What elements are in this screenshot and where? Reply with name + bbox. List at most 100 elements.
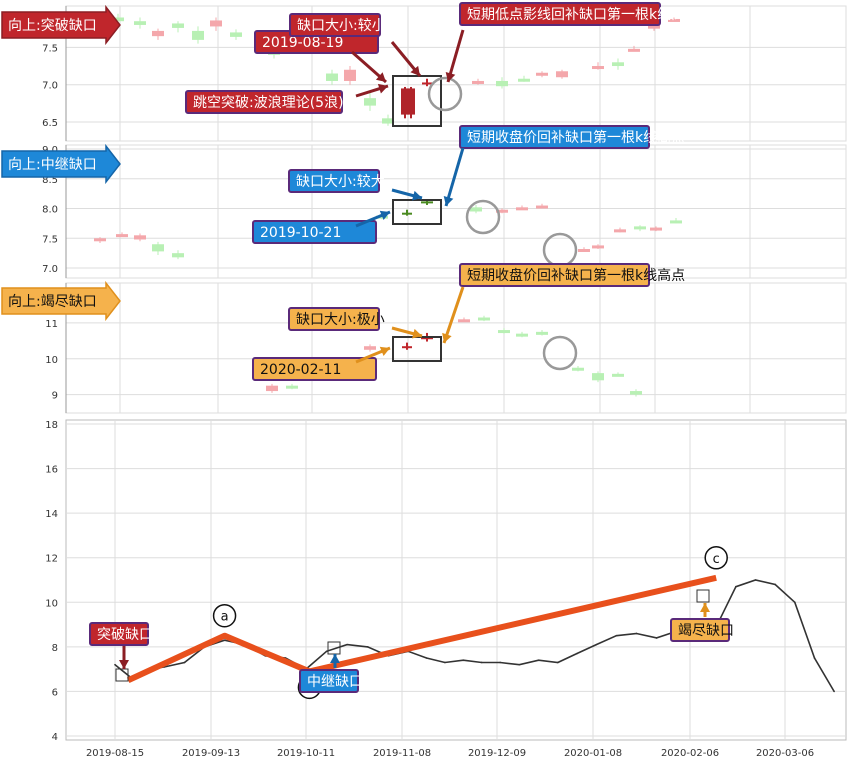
price-point [735, 585, 737, 588]
candle-body [670, 220, 682, 224]
callout-exhaustion-text: 竭尽缺口 [678, 623, 734, 639]
date-arrow-2-head [375, 72, 386, 82]
callout-exhaustion-arrow [700, 603, 710, 617]
candle-body [496, 80, 508, 87]
main-xtick-label: 2019-08-15 [86, 748, 144, 759]
key-candle-body [401, 88, 409, 115]
panel-ytick-label: 9 [52, 391, 58, 402]
fill-label-text: 短期低点影线回补缺口第一根k线高点 [467, 6, 699, 23]
fill-arrow [443, 147, 465, 207]
price-point [557, 661, 559, 664]
main-ytick-label: 18 [45, 420, 58, 431]
size-label: 缺口大小:较大 [288, 169, 385, 193]
candle-body [518, 78, 530, 82]
candle-body [650, 227, 662, 231]
candle-body [94, 238, 106, 242]
wave-marker-circle [212, 603, 237, 628]
fill-arrow-head [442, 332, 452, 343]
candle-body [592, 245, 604, 249]
size-label-text: 缺口大小:极小 [296, 312, 385, 328]
callout-runaway-arrow [330, 654, 340, 668]
panel-ytick-label: 7.5 [42, 234, 58, 245]
callout-runaway: 中继缺口 [299, 669, 363, 693]
price-point [223, 639, 226, 641]
date-label-text: 2020-02-11 [260, 362, 341, 378]
key-candle-body [421, 201, 433, 204]
panel-tag-arrow-text: 向上:竭尽缺口 [8, 294, 97, 310]
fill-label: 短期低点影线回补缺口第一根k线高点 [459, 2, 699, 26]
fill-label-bg [459, 263, 650, 287]
candle-body [266, 385, 278, 392]
candle-body [286, 385, 298, 389]
panel-bg [0, 283, 853, 413]
price-point [615, 634, 618, 637]
size-label: 缺口大小:较小 [289, 13, 386, 37]
price-point [537, 659, 540, 662]
price-point [462, 659, 465, 662]
price-point [576, 652, 578, 655]
candle-body [628, 48, 640, 52]
panel-ytick-label: 10 [45, 355, 58, 366]
date-label-text: 2019-08-19 [262, 35, 343, 51]
fill-label-bg [459, 125, 650, 149]
price-point [480, 661, 483, 664]
panel-ytick-label: 7.0 [42, 264, 58, 275]
candle-body [612, 373, 624, 377]
candle-body [498, 330, 510, 334]
main-xtick-label: 2020-03-06 [756, 748, 814, 759]
candle-body [192, 30, 204, 40]
main-xtick-label: 2019-12-09 [468, 748, 526, 759]
price-point [655, 637, 658, 639]
fill-label-text: 短期收盘价回补缺口第一根k线高点 [467, 267, 685, 284]
candle-body [458, 319, 470, 323]
panel-ytick-label: 6.5 [42, 118, 58, 129]
candle-body [592, 66, 604, 70]
main-xtick-label: 2019-11-08 [373, 748, 431, 759]
main-price-chart: 4 6 8 10 12 14 16 18 2019-08-15 2019-09-13 2019-10… [45, 419, 847, 759]
callout-breakaway-bg [89, 622, 149, 646]
callout-breakaway-arrow-head [119, 660, 129, 669]
callout-exhaustion-arrow-head [700, 603, 710, 612]
panel-tag-arrow-shape [1, 143, 121, 185]
gap-box [392, 199, 442, 225]
date-label: 2020-02-11 [252, 357, 377, 381]
panel-ytick-label: 11 [45, 319, 58, 330]
date-arrow [355, 83, 389, 98]
panel-tag-arrow-shape [1, 4, 121, 46]
candle-body [614, 229, 626, 233]
fill-label: 短期收盘价回补缺口第一根k线高点 [459, 263, 685, 287]
panel-bg [0, 145, 853, 278]
candle-body [536, 331, 548, 335]
panel-ytick-label: 8.0 [42, 205, 58, 216]
fill-label-bg [459, 2, 661, 26]
key-candle-body [422, 82, 432, 85]
candle-body [152, 30, 164, 37]
fill-arrow-head [443, 195, 454, 206]
candle-body [152, 244, 164, 252]
panel-tag-arrow-shape [1, 280, 121, 322]
price-point [114, 663, 116, 666]
candle-body [134, 21, 146, 25]
candle-body [172, 253, 184, 258]
candle-body [578, 249, 590, 252]
gap-marker-square [696, 589, 710, 603]
key-candle-body [407, 88, 415, 115]
candle-body [478, 317, 490, 321]
fill-arrow-head [445, 71, 456, 82]
wave-marker-c: c [704, 546, 728, 570]
date-label-bg [252, 220, 377, 244]
candle-body [382, 118, 394, 124]
main-xtick-label: 2019-09-13 [182, 748, 240, 759]
main-xtick-label: 2019-10-11 [277, 748, 335, 759]
extra-label-bg [185, 90, 343, 114]
main-ytick-label: 8 [52, 643, 58, 654]
main-xtick-label: 2020-01-08 [564, 748, 622, 759]
date-arrow-head [377, 83, 388, 94]
fill-arrow [445, 29, 465, 83]
price-point [813, 657, 816, 659]
main-plot-area [65, 419, 847, 741]
